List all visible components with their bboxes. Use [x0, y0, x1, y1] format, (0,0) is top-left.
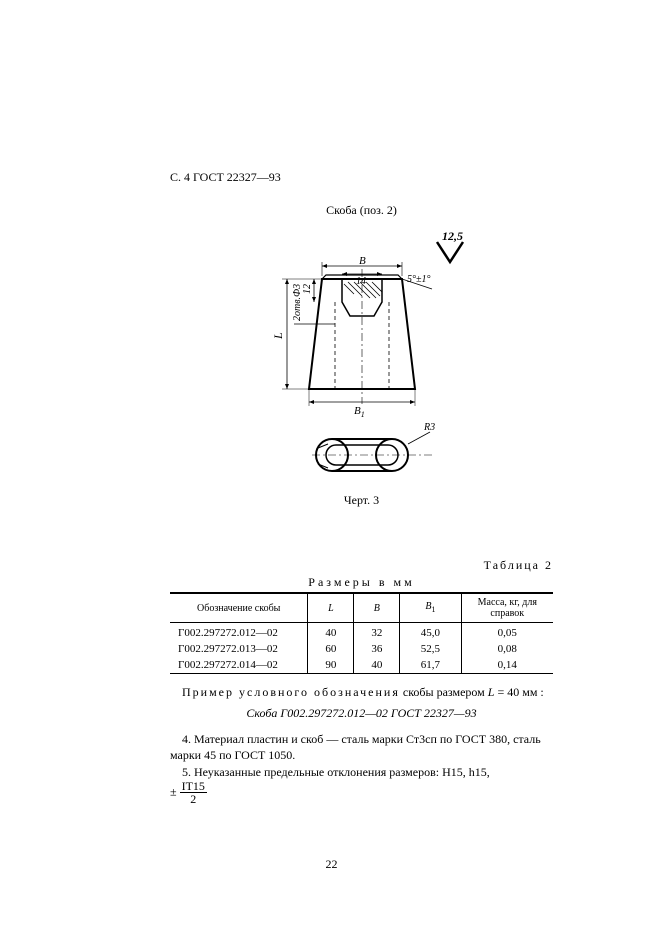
table-units-title: Размеры в мм — [170, 575, 553, 590]
example-paragraph: Пример условного обозначения скобы раз­м… — [170, 684, 553, 700]
table-row: Г002.297272.013—02 60 36 52,5 0,08 — [170, 641, 553, 657]
roughness-symbol: 12,5 — [437, 229, 463, 262]
dim-12: 12 — [302, 279, 316, 302]
technical-drawing: 12,5 — [170, 224, 553, 489]
table-row: Г002.297272.012—02 40 32 45,0 0,05 — [170, 623, 553, 642]
svg-text:12: 12 — [302, 284, 313, 294]
col-designation: Обозначение скобы — [170, 593, 308, 623]
holes-label: 2отв.Ф3 — [292, 284, 335, 324]
paragraph-5: 5. Неуказанные предельные отклонения раз… — [170, 764, 553, 805]
page-header: С. 4 ГОСТ 22327—93 — [170, 170, 553, 185]
col-B: B — [354, 593, 400, 623]
figure-caption: Черт. 3 — [170, 493, 553, 508]
roughness-value: 12,5 — [442, 229, 463, 243]
svg-text:B1: B1 — [354, 405, 365, 419]
svg-text:5°±1°: 5°±1° — [407, 274, 431, 285]
table-number: Таблица 2 — [170, 558, 553, 573]
svg-text:14: 14 — [356, 276, 366, 287]
table-row: Г002.297272.014—02 90 40 61,7 0,14 — [170, 657, 553, 674]
bracket-caption: Скоба (поз. 2) — [170, 203, 553, 218]
bracket-body — [309, 269, 415, 404]
page-number: 22 — [0, 857, 663, 872]
svg-text:2отв.Ф3: 2отв.Ф3 — [292, 284, 303, 321]
svg-text:R3: R3 — [423, 422, 435, 433]
bracket-top-view: R3 — [312, 422, 435, 471]
col-mass: Масса, кг, для справок — [461, 593, 553, 623]
drawing-svg: 12,5 — [232, 224, 492, 484]
svg-text:L: L — [271, 332, 285, 340]
paragraph-4: 4. Материал пластин и скоб — сталь марки… — [170, 731, 553, 763]
document-page: С. 4 ГОСТ 22327—93 Скоба (поз. 2) 12,5 — [0, 0, 663, 937]
svg-text:B: B — [359, 255, 366, 267]
col-L: L — [308, 593, 354, 623]
col-B1: B1 — [400, 593, 461, 623]
table-body: Г002.297272.012—02 40 32 45,0 0,05 Г002.… — [170, 623, 553, 674]
table-header-row: Обозначение скобы L B B1 Масса, кг, для … — [170, 593, 553, 623]
dim-angle: 5°±1° — [402, 274, 432, 289]
example-designation: Скоба Г002.297272.012—02 ГОСТ 22327—93 — [170, 706, 553, 721]
tolerance-fraction: IT15 2 — [180, 780, 207, 805]
dimensions-table: Обозначение скобы L B B1 Масса, кг, для … — [170, 592, 553, 674]
